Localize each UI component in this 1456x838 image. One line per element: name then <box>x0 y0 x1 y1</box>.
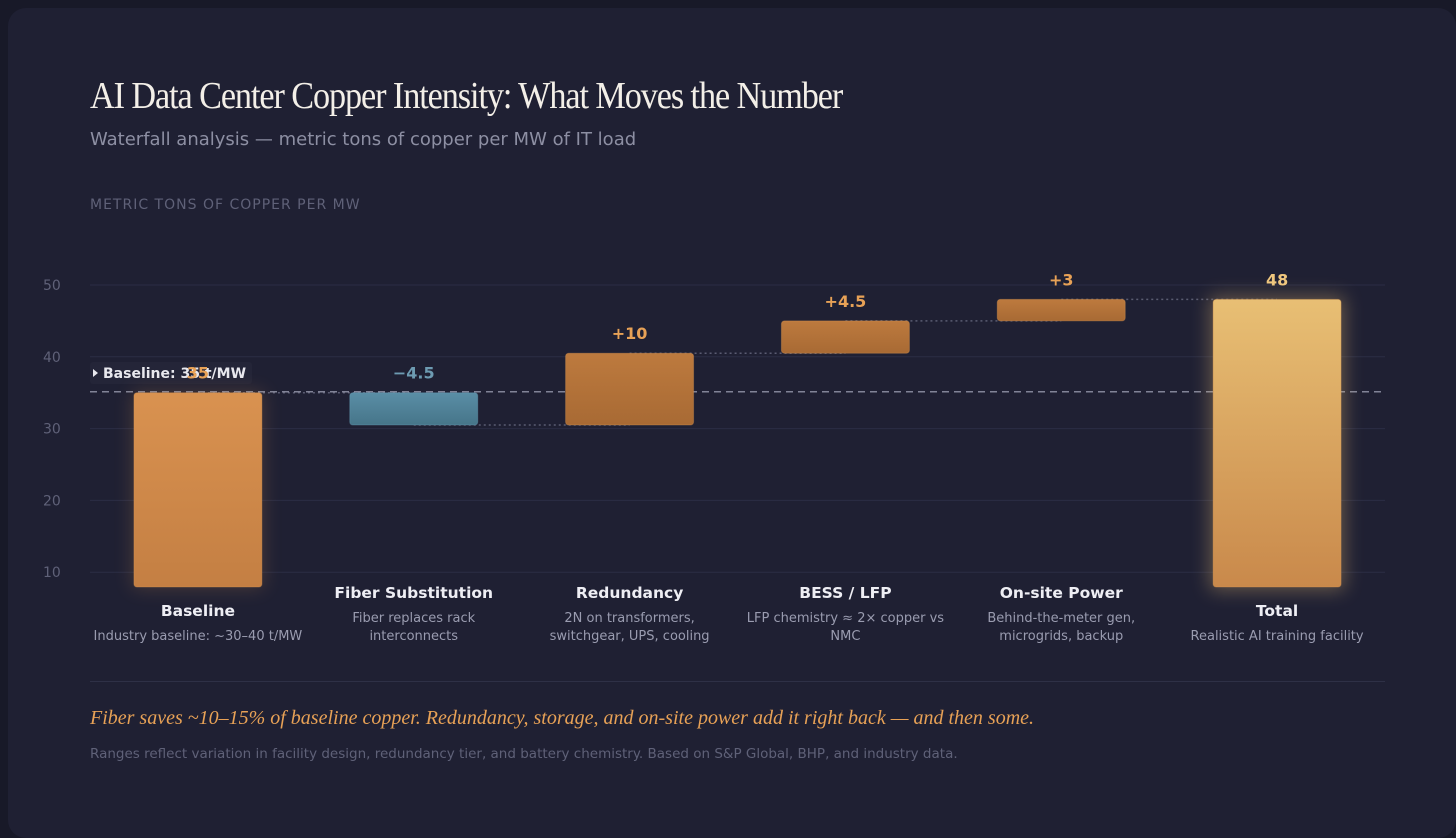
value-label-2: +10 <box>612 324 648 343</box>
value-label-4: +3 <box>1049 270 1074 289</box>
y-tick-40: 40 <box>43 350 61 366</box>
category-description-2: 2N on transformers, <box>564 611 694 626</box>
baseline-reference-label: Baseline: 35 t/MW <box>103 366 246 382</box>
value-label-1: −4.5 <box>393 364 435 383</box>
value-label-0: 35 <box>187 364 209 383</box>
category-label-0: Baseline <box>161 602 235 620</box>
category-description-0: Industry baseline: ~30–40 t/MW <box>94 629 303 644</box>
bar-total <box>1212 298 1342 588</box>
category-description-1: Fiber replaces rack <box>352 611 475 626</box>
baseline-marker-icon <box>93 369 98 377</box>
labels: 35 Baseline Industry baseline: ~30–40 t/MW… <box>94 270 1364 644</box>
y-tick-30: 30 <box>43 422 61 438</box>
source-note: Ranges reflect variation in facility des… <box>90 746 958 762</box>
value-label-5: 48 <box>1266 270 1288 289</box>
footer-divider <box>90 681 1385 682</box>
baseline-reference: Baseline: 35 t/MW <box>90 362 1385 393</box>
category-description-4: Behind-the-meter gen, <box>987 611 1135 626</box>
y-tick-20: 20 <box>43 493 61 509</box>
category-label-4: On-site Power <box>1000 584 1123 602</box>
category-label-3: BESS / LFP <box>799 584 891 602</box>
category-description-1: interconnects <box>369 629 458 644</box>
bar-on-site-power <box>996 298 1126 322</box>
category-label-2: Redundancy <box>576 584 684 602</box>
category-description-3: NMC <box>830 629 860 644</box>
bar-redundancy <box>565 352 695 426</box>
key-takeaway: Fiber saves ~10–15% of baseline copper. … <box>90 707 1035 729</box>
baseline-label-bg <box>90 362 252 384</box>
category-description-2: switchgear, UPS, cooling <box>550 629 710 644</box>
bars <box>131 295 1346 591</box>
y-axis-label: METRIC TONS OF COPPER PER MW <box>90 197 361 213</box>
chart-subtitle: Waterfall analysis — metric tons of copp… <box>90 129 637 150</box>
grid-lines: 10 20 30 40 50 <box>43 278 1385 581</box>
bar-bess-lfp <box>780 320 910 354</box>
category-description-5: Realistic AI training facility <box>1191 629 1364 644</box>
value-label-3: +4.5 <box>825 292 867 311</box>
category-description-3: LFP chemistry ≈ 2× copper vs <box>747 611 944 626</box>
waterfall-chart: 10 20 30 40 50 Baseline: 35 t/MW 35 Baseline I… <box>43 270 1385 644</box>
category-label-5: Total <box>1256 602 1298 620</box>
chart-title: AI Data Center Copper Intensity: What Mo… <box>90 75 843 117</box>
bar-baseline <box>133 392 263 588</box>
bar-fiber-substitution <box>349 392 479 426</box>
y-tick-50: 50 <box>43 278 61 294</box>
category-label-1: Fiber Substitution <box>334 584 493 602</box>
category-description-4: microgrids, backup <box>999 629 1123 644</box>
y-tick-10: 10 <box>43 565 61 581</box>
